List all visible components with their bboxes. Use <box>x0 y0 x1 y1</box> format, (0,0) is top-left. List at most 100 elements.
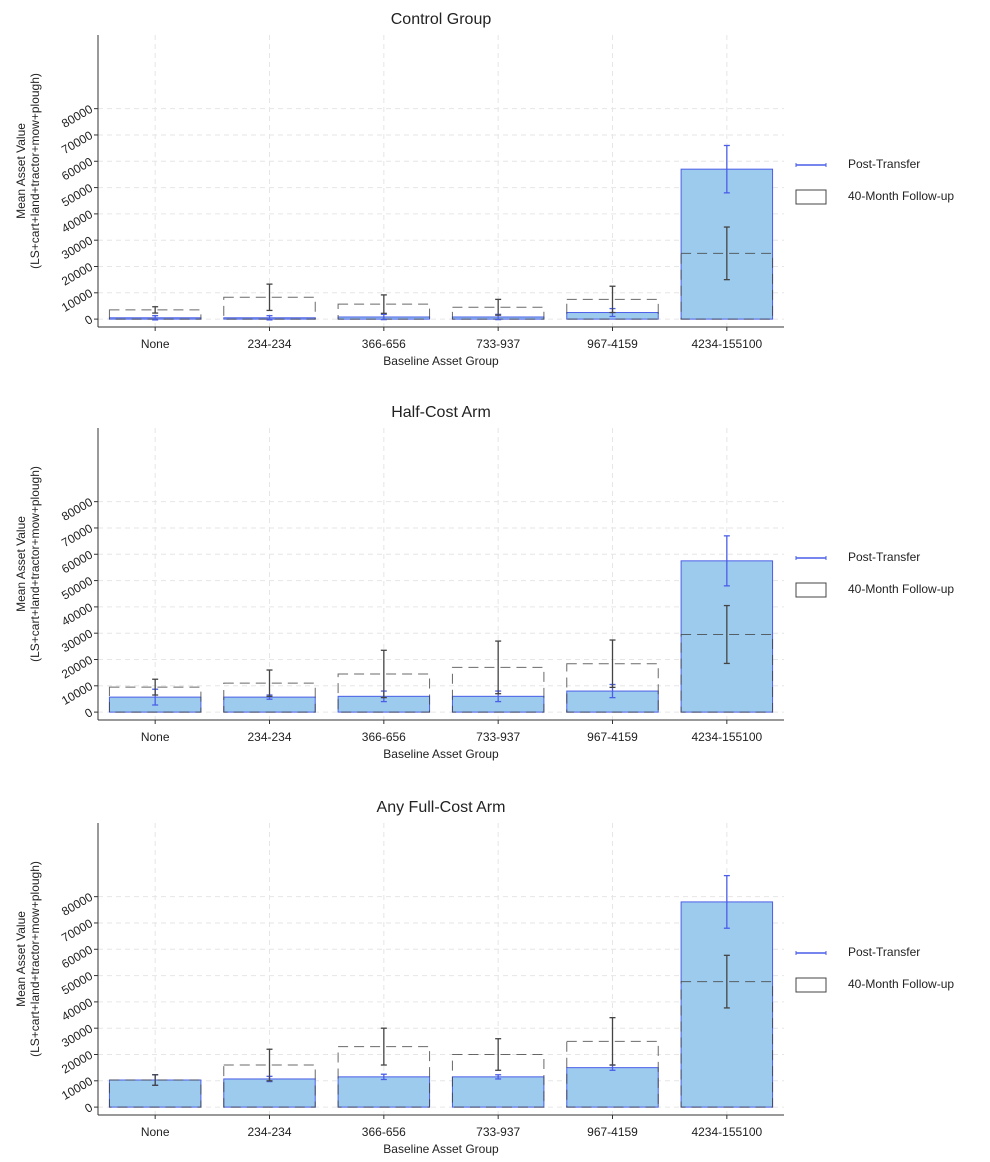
error-bar <box>266 669 273 697</box>
error-bar <box>152 678 159 696</box>
y-tick-label: 70000 <box>59 916 95 945</box>
bar <box>566 1067 659 1108</box>
y-tick-label: 10000 <box>59 679 95 708</box>
x-tick-label: None <box>141 337 170 351</box>
x-tick-label: 733-937 <box>476 1125 520 1139</box>
y-tick-label: 40000 <box>59 600 95 629</box>
legend-label: Post-Transfer <box>848 550 920 564</box>
x-tick-label: 234-234 <box>247 337 291 351</box>
y-tick-label: 30000 <box>59 1021 95 1050</box>
y-tick-label: 20000 <box>59 653 95 682</box>
y-tick-label: 30000 <box>59 233 95 262</box>
y-tick-label: 30000 <box>59 626 95 655</box>
y-axis-label: Mean Asset Value <box>14 123 28 219</box>
y-tick-label: 80000 <box>59 890 95 919</box>
bar <box>223 1078 316 1108</box>
bar-outline <box>337 1046 431 1108</box>
x-tick-label: None <box>141 1125 170 1139</box>
error-bar <box>609 1017 616 1066</box>
y-tick-label: 80000 <box>59 495 95 524</box>
bar-outline <box>566 663 659 713</box>
error-bar <box>380 1027 387 1066</box>
legend-label: 40-Month Follow-up <box>848 189 954 203</box>
legend-key <box>795 582 827 598</box>
y-tick-label: 60000 <box>59 547 95 576</box>
bar <box>337 1076 431 1108</box>
error-bar <box>495 1038 502 1071</box>
legend-label: 40-Month Follow-up <box>848 582 954 596</box>
error-bar <box>723 954 730 1009</box>
chart-title: Control Group <box>391 11 492 28</box>
x-tick-label: 366-656 <box>362 1125 406 1139</box>
y-tick-label: 50000 <box>59 969 95 998</box>
x-tick-label: 967-4159 <box>587 337 638 351</box>
error-bar <box>152 1074 159 1086</box>
error-bar <box>266 283 273 312</box>
bar-outline <box>223 296 316 320</box>
bar-outline <box>108 1079 202 1108</box>
error-bar <box>723 874 730 929</box>
bar-outline <box>680 981 774 1108</box>
bar-outline <box>451 1053 545 1108</box>
x-tick-label: 4234-155100 <box>691 1125 762 1139</box>
y-tick-label: 20000 <box>59 260 95 289</box>
legend-label: Post-Transfer <box>848 157 920 171</box>
y-tick-label: 70000 <box>59 521 95 550</box>
y-tick-label: 50000 <box>59 181 95 210</box>
error-bar <box>723 604 730 665</box>
x-tick-label: 967-4159 <box>587 1125 638 1139</box>
y-tick-label: 40000 <box>59 995 95 1024</box>
y-tick-label: 10000 <box>59 286 95 315</box>
x-tick-label: 4234-155100 <box>691 730 762 744</box>
error-bar <box>723 535 730 587</box>
y-tick-label: 70000 <box>59 128 95 157</box>
y-axis-label: Mean Asset Value <box>14 911 28 1007</box>
y-tick-label: 10000 <box>59 1074 95 1103</box>
y-tick-label: 60000 <box>59 154 95 183</box>
y-axis-label: (LS+cart+land+tractor+mow+plough) <box>28 861 42 1057</box>
x-tick-label: 234-234 <box>247 730 291 744</box>
y-tick-label: 0 <box>82 705 95 721</box>
y-axis-label: (LS+cart+land+tractor+mow+plough) <box>28 73 42 269</box>
y-tick-label: 80000 <box>59 102 95 131</box>
x-tick-label: 234-234 <box>247 1125 291 1139</box>
legend-key <box>795 189 827 205</box>
chart-panel: Any Full-Cost Arm 01000020000300004000050… <box>14 799 954 1156</box>
chart-title: Any Full-Cost Arm <box>377 799 506 816</box>
y-axis-label: Mean Asset Value <box>14 516 28 612</box>
y-tick-label: 20000 <box>59 1048 95 1077</box>
error-bar <box>609 285 616 314</box>
x-tick-label: 366-656 <box>362 337 406 351</box>
bar-outline <box>680 252 774 320</box>
bar-outline <box>680 634 774 713</box>
error-bar <box>380 313 387 321</box>
x-tick-label: 4234-155100 <box>691 337 762 351</box>
bar-outline <box>566 1040 659 1108</box>
error-bar <box>266 315 273 321</box>
chart-panel: Control Group 010000200003000040000500006… <box>14 11 954 368</box>
chart-panel: Half-Cost Arm 010000200003000040000500006… <box>14 404 954 761</box>
error-bar <box>609 639 616 689</box>
x-tick-label: None <box>141 730 170 744</box>
error-bar <box>723 144 730 194</box>
y-tick-label: 40000 <box>59 207 95 236</box>
error-bar <box>495 298 502 316</box>
bar-outline <box>223 682 316 713</box>
x-tick-label: 733-937 <box>476 730 520 744</box>
error-bar <box>495 640 502 695</box>
bar-outline <box>337 673 431 713</box>
y-axis-label: (LS+cart+land+tractor+mow+plough) <box>28 466 42 662</box>
legend-key <box>795 977 827 993</box>
error-bar <box>380 294 387 314</box>
error-bar <box>152 306 159 314</box>
legend-label: Post-Transfer <box>848 945 920 959</box>
error-bar <box>266 1048 273 1082</box>
x-tick-label: 366-656 <box>362 730 406 744</box>
y-tick-label: 60000 <box>59 942 95 971</box>
x-tick-label: 733-937 <box>476 337 520 351</box>
legend-label: 40-Month Follow-up <box>848 977 954 991</box>
bar-outline <box>451 666 545 713</box>
bar-outline <box>566 298 659 320</box>
chart-title: Half-Cost Arm <box>391 404 491 421</box>
